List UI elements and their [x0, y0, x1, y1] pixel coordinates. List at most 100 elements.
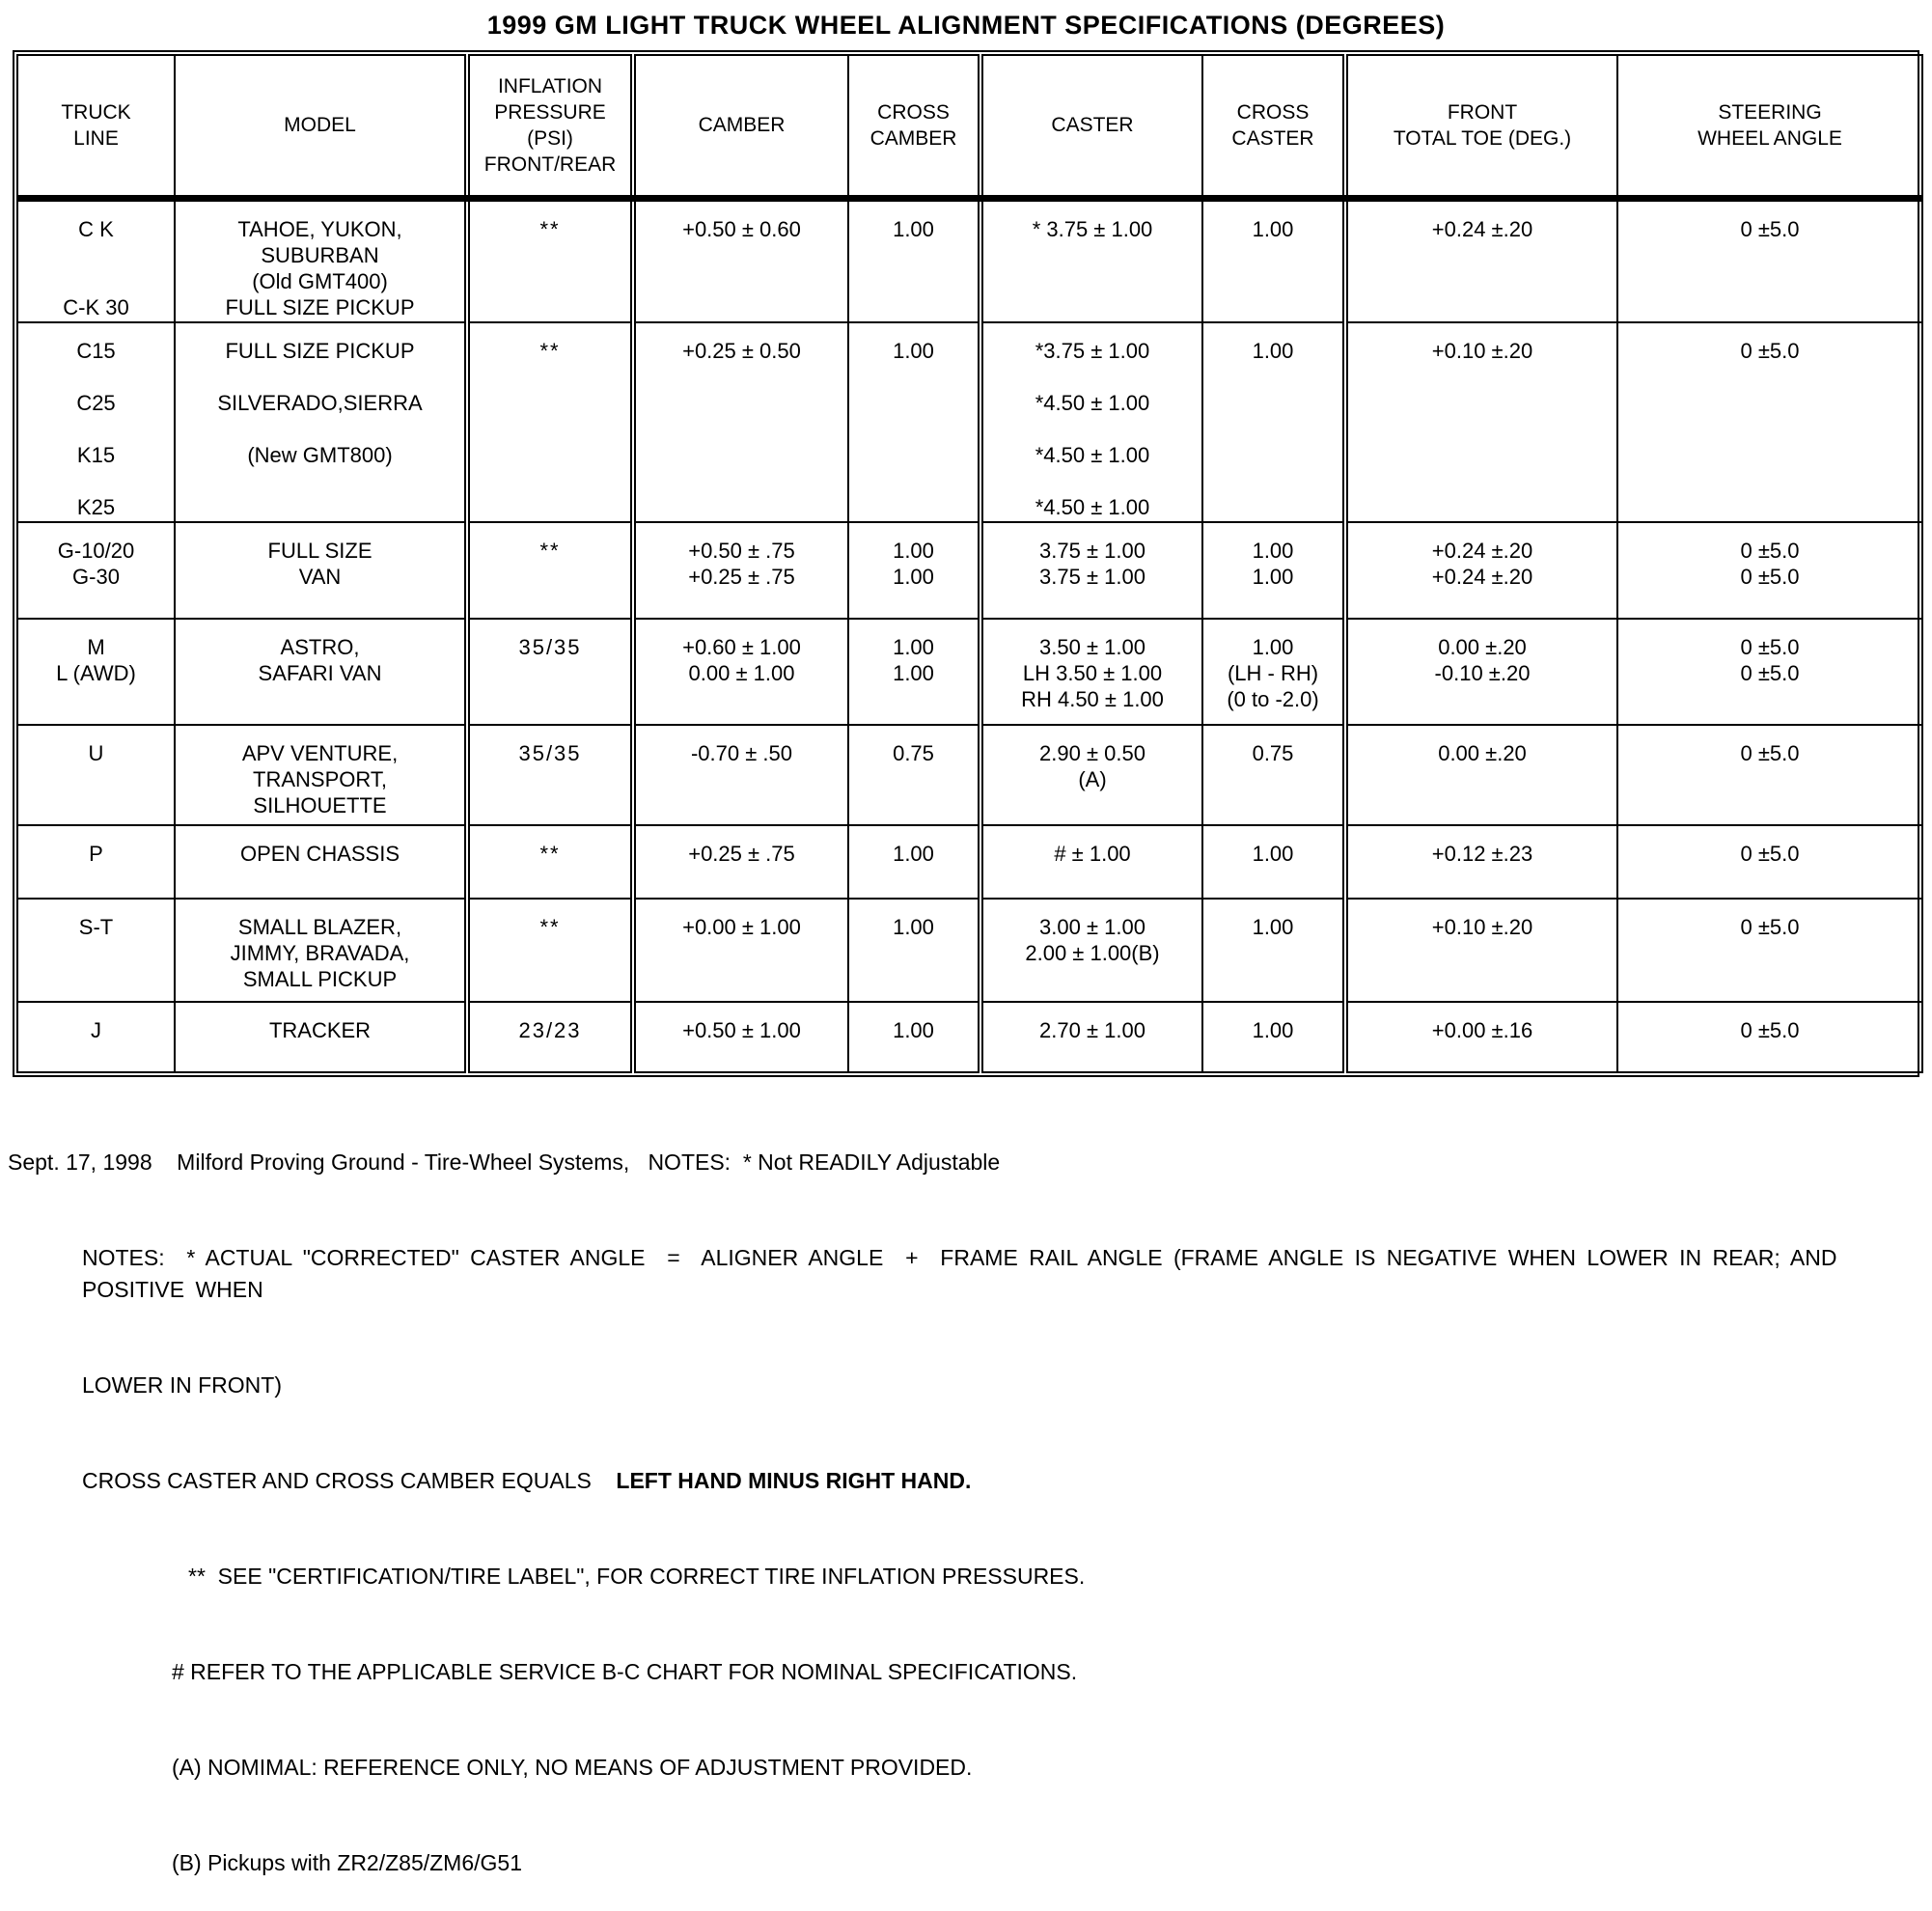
cell-caster: 3.75 ± 1.00 3.75 ± 1.00 [978, 520, 1203, 620]
cell-toe: +0.10 ±.20 [1342, 897, 1618, 1003]
col-header-inflation-pressure: INFLATION PRESSURE (PSI) FRONT/REAR [464, 54, 634, 202]
cell-steering: 0 ±5.0 [1616, 1000, 1923, 1073]
cell-camber: +0.25 ± .75 [630, 823, 849, 900]
cell-caster: 3.50 ± 1.00 LH 3.50 ± 1.00 RH 4.50 ± 1.0… [978, 617, 1203, 726]
cell-caster: 2.90 ± 0.50 (A) [978, 723, 1203, 826]
cell-toe: +0.00 ±.16 [1342, 1000, 1618, 1073]
table-row: G-10/20 G-30 FULL SIZE VAN ** +0.50 ± .7… [16, 520, 1923, 620]
cell-steering: 0 ±5.0 0 ±5.0 [1616, 520, 1923, 620]
footer-note-doublestar: ** SEE "CERTIFICATION/TIRE LABEL", FOR C… [188, 1563, 1086, 1589]
cell-truck-line: J [16, 1000, 176, 1073]
cell-model: OPEN CHASSIS [174, 823, 468, 900]
cell-camber: +0.25 ± 0.50 [630, 320, 849, 523]
cell-model: ASTRO, SAFARI VAN [174, 617, 468, 726]
cell-camber: +0.50 ± 0.60 [630, 197, 849, 323]
cell-caster: # ± 1.00 [978, 823, 1203, 900]
table-row: C K C-K 30 TAHOE, YUKON, SUBURBAN (Old G… [16, 197, 1923, 323]
table-row: P OPEN CHASSIS ** +0.25 ± .75 1.00 # ± 1… [16, 823, 1923, 900]
cell-truck-line: P [16, 823, 176, 900]
cell-inflation: ** [464, 320, 634, 523]
cell-cross-camber: 0.75 [847, 723, 981, 826]
cell-cross-camber: 1.00 [847, 1000, 981, 1073]
cell-truck-line: G-10/20 G-30 [16, 520, 176, 620]
cell-truck-line: C K C-K 30 [16, 197, 176, 323]
cell-inflation: 35/35 [464, 723, 634, 826]
cell-model: TRACKER [174, 1000, 468, 1073]
col-header-steering-wheel-angle: STEERING WHEEL ANGLE [1616, 54, 1923, 202]
cell-camber: +0.50 ± 1.00 [630, 1000, 849, 1073]
footer-note-cross-prefix: CROSS CASTER AND CROSS CAMBER EQUALS [82, 1467, 617, 1493]
cell-cross-caster: 1.00 (LH - RH) (0 to -2.0) [1201, 617, 1346, 726]
cell-steering: 0 ±5.0 [1616, 197, 1923, 323]
cell-cross-caster: 1.00 [1201, 320, 1346, 523]
cell-caster: 3.00 ± 1.00 2.00 ± 1.00(B) [978, 897, 1203, 1003]
alignment-spec-table: TRUCK LINE MODEL INFLATION PRESSURE (PSI… [16, 54, 1923, 1073]
cell-cross-caster: 0.75 [1201, 723, 1346, 826]
table-row: J TRACKER 23/23 +0.50 ± 1.00 1.00 2.70 ±… [16, 1000, 1923, 1073]
cell-truck-line: C15 C25 K15 K25 [16, 320, 176, 523]
cell-caster: *3.75 ± 1.00 *4.50 ± 1.00 *4.50 ± 1.00 *… [978, 320, 1203, 523]
footer-note-a: (A) NOMIMAL: REFERENCE ONLY, NO MEANS OF… [172, 1754, 973, 1780]
cell-caster: 2.70 ± 1.00 [978, 1000, 1203, 1073]
cell-model: SMALL BLAZER, JIMMY, BRAVADA, SMALL PICK… [174, 897, 468, 1003]
cell-toe: +0.24 ±.20 +0.24 ±.20 [1342, 520, 1618, 620]
cell-toe: +0.12 ±.23 [1342, 823, 1618, 900]
col-header-cross-caster: CROSS CASTER [1201, 54, 1346, 202]
table-row: S-T SMALL BLAZER, JIMMY, BRAVADA, SMALL … [16, 897, 1923, 1003]
col-header-model: MODEL [174, 54, 468, 202]
cell-model: APV VENTURE, TRANSPORT, SILHOUETTE [174, 723, 468, 826]
col-header-truck-line: TRUCK LINE [16, 54, 176, 202]
cell-inflation: ** [464, 823, 634, 900]
table-row: U APV VENTURE, TRANSPORT, SILHOUETTE 35/… [16, 723, 1923, 826]
cell-truck-line: M L (AWD) [16, 617, 176, 726]
cell-cross-caster: 1.00 [1201, 1000, 1346, 1073]
cell-truck-line: S-T [16, 897, 176, 1003]
cell-cross-caster: 1.00 [1201, 197, 1346, 323]
cell-cross-camber: 1.00 [847, 320, 981, 523]
page-title: 1999 GM LIGHT TRUCK WHEEL ALIGNMENT SPEC… [486, 11, 1446, 40]
footer-note-cross: CROSS CASTER AND CROSS CAMBER EQUALS LEF… [82, 1465, 1932, 1497]
cell-caster: * 3.75 ± 1.00 [978, 197, 1203, 323]
cell-inflation: 35/35 [464, 617, 634, 726]
cell-cross-camber: 1.00 [847, 823, 981, 900]
cell-camber: +0.00 ± 1.00 [630, 897, 849, 1003]
cell-toe: 0.00 ±.20 [1342, 723, 1618, 826]
cell-inflation: ** [464, 197, 634, 323]
cell-cross-caster: 1.00 [1201, 897, 1346, 1003]
cell-steering: 0 ±5.0 [1616, 897, 1923, 1003]
cell-steering: 0 ±5.0 [1616, 823, 1923, 900]
footer-note-cross-bold: LEFT HAND MINUS RIGHT HAND. [616, 1467, 972, 1493]
cell-toe: +0.24 ±.20 [1342, 197, 1618, 323]
footer-notes: Sept. 17, 1998 Milford Proving Ground - … [0, 1083, 1932, 1911]
cell-camber: -0.70 ± .50 [630, 723, 849, 826]
footer-note-caster: NOTES: * ACTUAL "CORRECTED" CASTER ANGLE… [82, 1244, 1848, 1302]
col-header-caster: CASTER [978, 54, 1203, 202]
cell-inflation: ** [464, 897, 634, 1003]
cell-truck-line: U [16, 723, 176, 826]
col-header-camber: CAMBER [630, 54, 849, 202]
cell-camber: +0.60 ± 1.00 0.00 ± 1.00 [630, 617, 849, 726]
cell-cross-caster: 1.00 1.00 [1201, 520, 1346, 620]
cell-cross-camber: 1.00 1.00 [847, 617, 981, 726]
table-row: M L (AWD) ASTRO, SAFARI VAN 35/35 +0.60 … [16, 617, 1923, 726]
cell-camber: +0.50 ± .75 +0.25 ± .75 [630, 520, 849, 620]
table-row: C15 C25 K15 K25 FULL SIZE PICKUP SILVERA… [16, 320, 1923, 523]
col-header-front-total-toe: FRONT TOTAL TOE (DEG.) [1342, 54, 1618, 202]
footer-note-b: (B) Pickups with ZR2/Z85/ZM6/G51 [172, 1849, 522, 1875]
cell-toe: 0.00 ±.20 -0.10 ±.20 [1342, 617, 1618, 726]
cell-steering: 0 ±5.0 [1616, 723, 1923, 826]
cell-toe: +0.10 ±.20 [1342, 320, 1618, 523]
footer-note-caster-cont: LOWER IN FRONT) [82, 1371, 282, 1398]
cell-model: FULL SIZE PICKUP SILVERADO,SIERRA (New G… [174, 320, 468, 523]
cell-model: TAHOE, YUKON, SUBURBAN (Old GMT400) FULL… [174, 197, 468, 323]
cell-inflation: ** [464, 520, 634, 620]
alignment-spec-table-frame: TRUCK LINE MODEL INFLATION PRESSURE (PSI… [13, 50, 1923, 1077]
cell-steering: 0 ±5.0 [1616, 320, 1923, 523]
cell-cross-caster: 1.00 [1201, 823, 1346, 900]
cell-steering: 0 ±5.0 0 ±5.0 [1616, 617, 1923, 726]
cell-cross-camber: 1.00 [847, 897, 981, 1003]
footer-note-hash: # REFER TO THE APPLICABLE SERVICE B-C CH… [172, 1658, 1078, 1684]
cell-cross-camber: 1.00 [847, 197, 981, 323]
cell-inflation: 23/23 [464, 1000, 634, 1073]
cell-cross-camber: 1.00 1.00 [847, 520, 981, 620]
